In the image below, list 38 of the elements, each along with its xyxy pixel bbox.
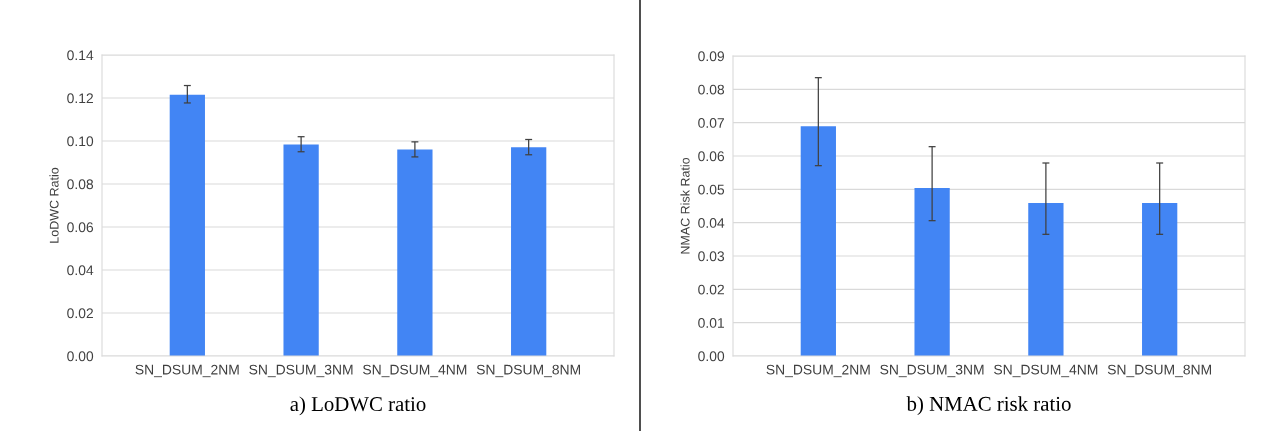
y-tick-label: 0.07 (698, 118, 724, 128)
bar (397, 149, 433, 356)
y-tick-label: 0.06 (67, 222, 94, 233)
y-tick-label: 0.12 (67, 93, 93, 104)
y-tick-label: 0.00 (698, 351, 725, 362)
y-tick-label: 0.05 (698, 184, 725, 195)
x-tick-label: SN_DSUM_8NM (476, 364, 581, 378)
x-tick-label: SN_DSUM_4NM (994, 364, 1098, 378)
bar (283, 144, 319, 356)
y-tick-label: 0.04 (67, 265, 94, 276)
y-tick-label: 0.02 (67, 308, 93, 319)
y-tick-label: 0.08 (698, 84, 725, 95)
y-tick-label: 0.03 (698, 251, 725, 262)
bar (169, 94, 205, 356)
bar (1142, 203, 1178, 356)
y-tick-label: 0.09 (698, 51, 725, 62)
y-tick-label: 0.14 (67, 50, 94, 61)
x-tick-label: SN_DSUM_2NM (766, 364, 870, 378)
y-tick-label: 0.04 (698, 218, 725, 228)
x-tick-label: SN_DSUM_2NM (135, 364, 239, 378)
x-tick-label: SN_DSUM_3NM (880, 364, 984, 378)
y-tick-label: 0.02 (698, 284, 724, 295)
y-tick-label: 0.06 (698, 151, 725, 162)
x-tick-label: SN_DSUM_4NM (363, 364, 467, 378)
x-tick-label: SN_DSUM_8NM (1107, 364, 1212, 378)
bar (511, 147, 547, 356)
bar (914, 188, 950, 356)
y-tick-label: 0.08 (67, 179, 94, 190)
y-axis-title: NMAC Risk Ratio (680, 157, 690, 254)
y-axis-title: LoDWC Ratio (49, 167, 59, 243)
bar (800, 126, 836, 356)
text: b) NMAC risk ratio (906, 396, 1071, 416)
bar (1028, 203, 1064, 356)
text: a) LoDWC ratio (290, 396, 426, 416)
y-tick-label: 0.10 (67, 136, 94, 147)
x-tick-label: SN_DSUM_3NM (249, 364, 353, 378)
y-tick-label: 0.01 (698, 318, 724, 328)
y-tick-label: 0.00 (67, 351, 94, 362)
